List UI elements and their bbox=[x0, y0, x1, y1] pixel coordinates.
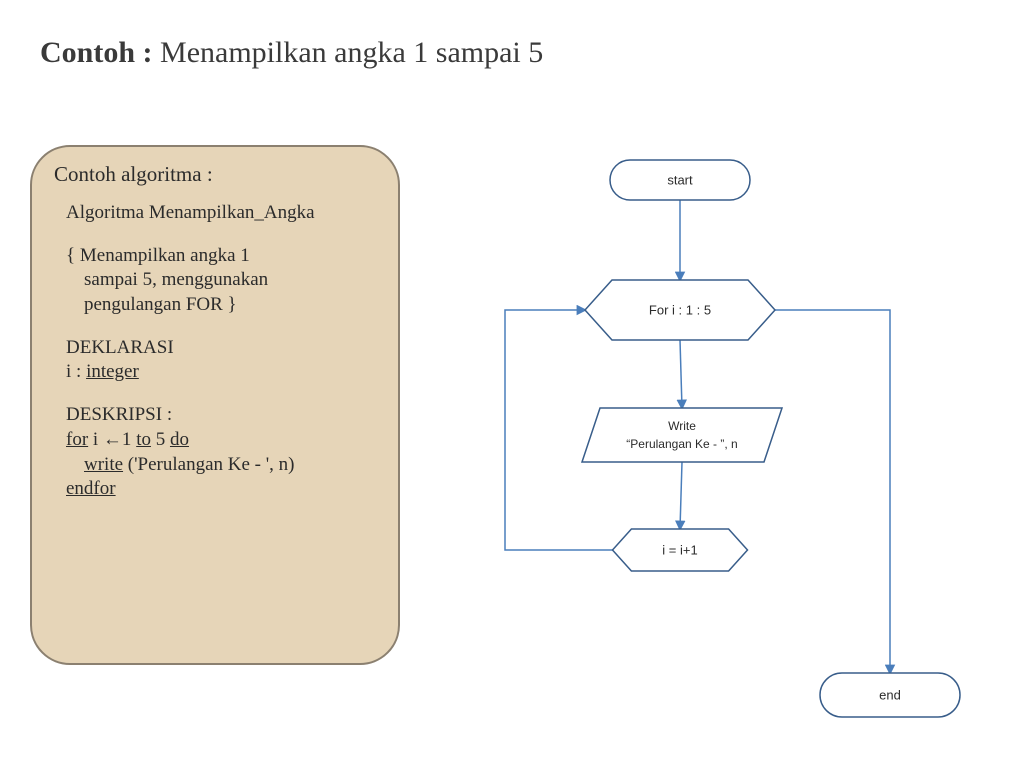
dekl-var: i : bbox=[66, 361, 86, 382]
svg-text:Write: Write bbox=[668, 419, 696, 433]
dekl-label: DEKLARASI bbox=[66, 337, 174, 358]
algo-desc-l1: { Menampilkan angka 1 bbox=[66, 245, 250, 266]
title-bold: Contoh : bbox=[40, 36, 160, 69]
algo-heading: Contoh algoritma : bbox=[54, 162, 380, 187]
flowchart-shapes: start For i : 1 : 5 Write “Perulangan Ke - … bbox=[505, 160, 960, 717]
for-arg2: 5 bbox=[151, 429, 170, 450]
svg-text:end: end bbox=[879, 687, 901, 702]
page-title: Contoh : Menampilkan angka 1 sampai 5 bbox=[40, 36, 543, 70]
dekl-type: integer bbox=[86, 361, 139, 382]
algo-deskripsi: DESKRIPSI : for i ←1 to 5 do write ('Per… bbox=[66, 403, 380, 502]
algo-desc-l3: pengulangan FOR } bbox=[66, 293, 237, 318]
write-kw: write bbox=[84, 454, 123, 475]
write-arg: ('Perulangan Ke - ', n) bbox=[123, 454, 294, 475]
svg-text:“Perulangan Ke - ”, n: “Perulangan Ke - ”, n bbox=[626, 437, 737, 451]
algo-name: Algoritma Menampilkan_Angka bbox=[66, 201, 380, 226]
svg-text:For i : 1 : 5: For i : 1 : 5 bbox=[649, 302, 711, 317]
endfor-kw: endfor bbox=[66, 478, 116, 499]
algo-desc: { Menampilkan angka 1 sampai 5, mengguna… bbox=[66, 244, 380, 318]
for-kw: for bbox=[66, 429, 88, 450]
svg-text:start: start bbox=[667, 172, 693, 187]
do-kw: do bbox=[170, 429, 189, 450]
flowchart: start For i : 1 : 5 Write “Perulangan Ke - … bbox=[450, 135, 1010, 755]
algo-body: Algoritma Menampilkan_Angka { Menampilka… bbox=[54, 201, 380, 502]
title-rest: Menampilkan angka 1 sampai 5 bbox=[160, 36, 543, 69]
desk-label: DESKRIPSI : bbox=[66, 404, 172, 425]
algo-deklarasi: DEKLARASI i : integer bbox=[66, 336, 380, 385]
algorithm-box: Contoh algoritma : Algoritma Menampilkan… bbox=[30, 145, 400, 665]
for-arg1: i ←1 bbox=[88, 429, 136, 450]
svg-text:i = i+1: i = i+1 bbox=[662, 542, 697, 557]
to-kw: to bbox=[136, 429, 151, 450]
algo-desc-l2: sampai 5, menggunakan bbox=[66, 268, 268, 293]
